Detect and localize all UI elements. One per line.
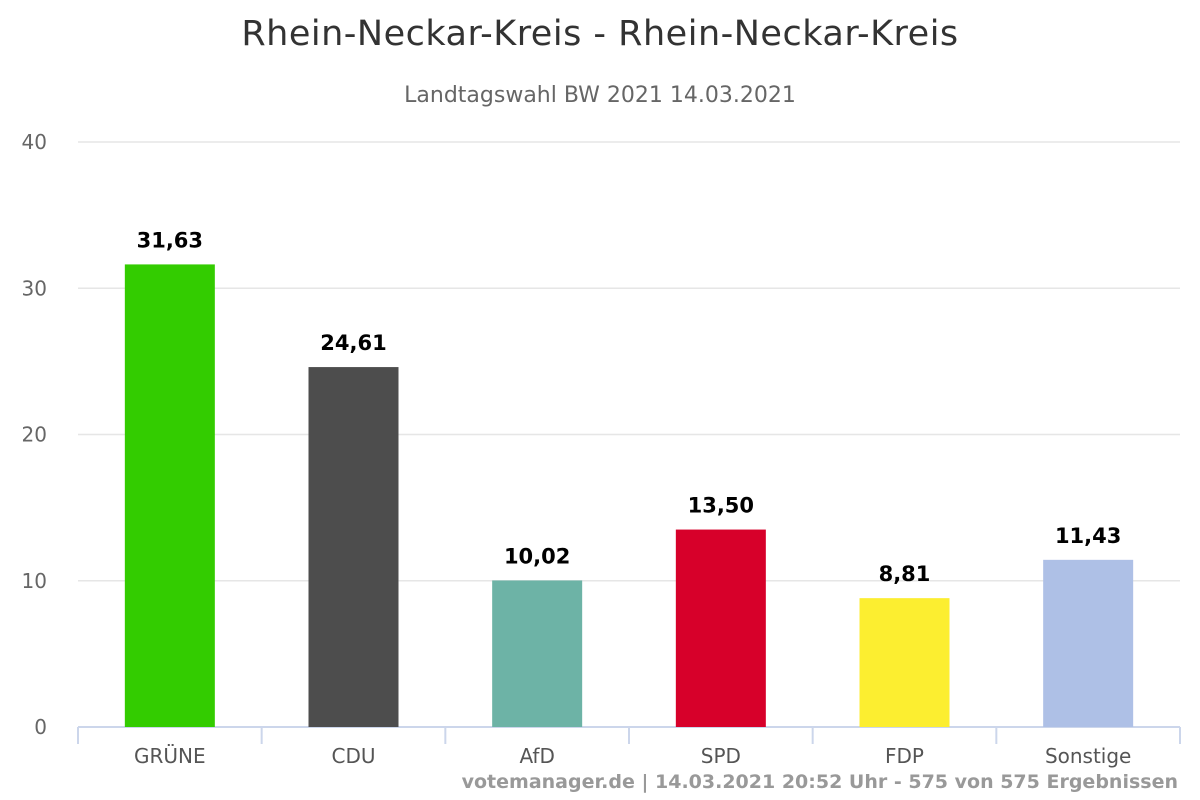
x-tick-label: AfD <box>519 744 554 768</box>
bar-afd <box>492 580 583 727</box>
bar-sonstige <box>1043 559 1134 727</box>
x-tick-label: FDP <box>885 744 924 768</box>
y-tick-label: 40 <box>22 130 47 154</box>
data-label: 10,02 <box>504 544 570 568</box>
y-tick-label: 10 <box>22 569 47 593</box>
bar-cdu <box>308 367 399 727</box>
data-label: 8,81 <box>879 562 931 586</box>
y-tick-label: 0 <box>34 715 47 739</box>
chart-subtitle: Landtagswahl BW 2021 14.03.2021 <box>404 83 796 108</box>
data-label: 13,50 <box>688 494 754 518</box>
data-label: 31,63 <box>137 228 203 252</box>
data-label: 11,43 <box>1055 524 1121 548</box>
y-tick-label: 30 <box>22 276 47 300</box>
x-tick-label: Sonstige <box>1045 744 1131 768</box>
bar-fdp <box>859 598 950 727</box>
x-tick-label: CDU <box>331 744 375 768</box>
x-tick-label: SPD <box>701 744 741 768</box>
credits-text[interactable]: votemanager.de | 14.03.2021 20:52 Uhr - … <box>461 771 1178 793</box>
bar-grüne <box>124 264 215 727</box>
x-tick-label: GRÜNE <box>134 744 206 768</box>
bar-spd <box>675 529 766 727</box>
chart-title: Rhein-Neckar-Kreis - Rhein-Neckar-Kreis <box>241 14 959 54</box>
y-tick-label: 20 <box>22 423 47 447</box>
data-label: 24,61 <box>320 331 386 355</box>
